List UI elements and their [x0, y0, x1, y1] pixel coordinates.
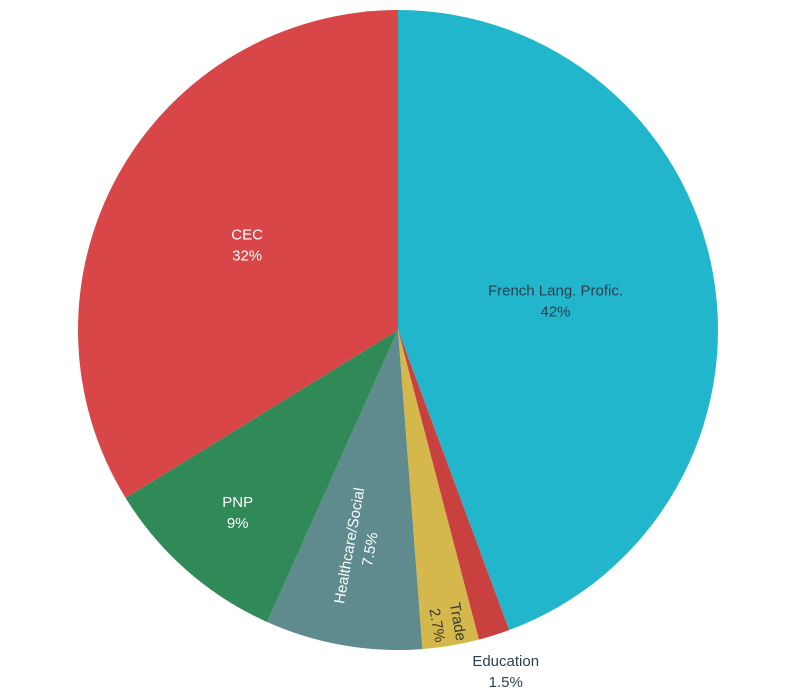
slice-name: French Lang. Profic. [488, 283, 623, 300]
slice-value-label: 7.5% [359, 531, 382, 568]
pie-slice [398, 10, 719, 631]
slice-name: Trade [446, 601, 469, 642]
slice-label: CEC 32% [231, 227, 263, 265]
pie-slice [125, 330, 399, 623]
slice-value-label: 42% [540, 304, 570, 321]
slice-label: Education 1.5% [472, 653, 539, 691]
slice-name: CEC [231, 227, 263, 244]
slice-value-label: 2.7% [425, 607, 448, 644]
pie-slice [398, 330, 479, 650]
slice-label: PNP 9% [222, 494, 253, 532]
pie-slice [267, 330, 423, 650]
pie-slice [77, 10, 398, 498]
slice-value-label: 1.5% [489, 674, 523, 691]
slice-name: Education [472, 653, 539, 670]
slice-value-label: 32% [232, 248, 262, 265]
pie-slice [398, 330, 510, 640]
slice-name: PNP [222, 494, 253, 511]
slice-label: French Lang. Profic. 42% [488, 283, 623, 321]
slice-value-label: 9% [227, 515, 249, 532]
